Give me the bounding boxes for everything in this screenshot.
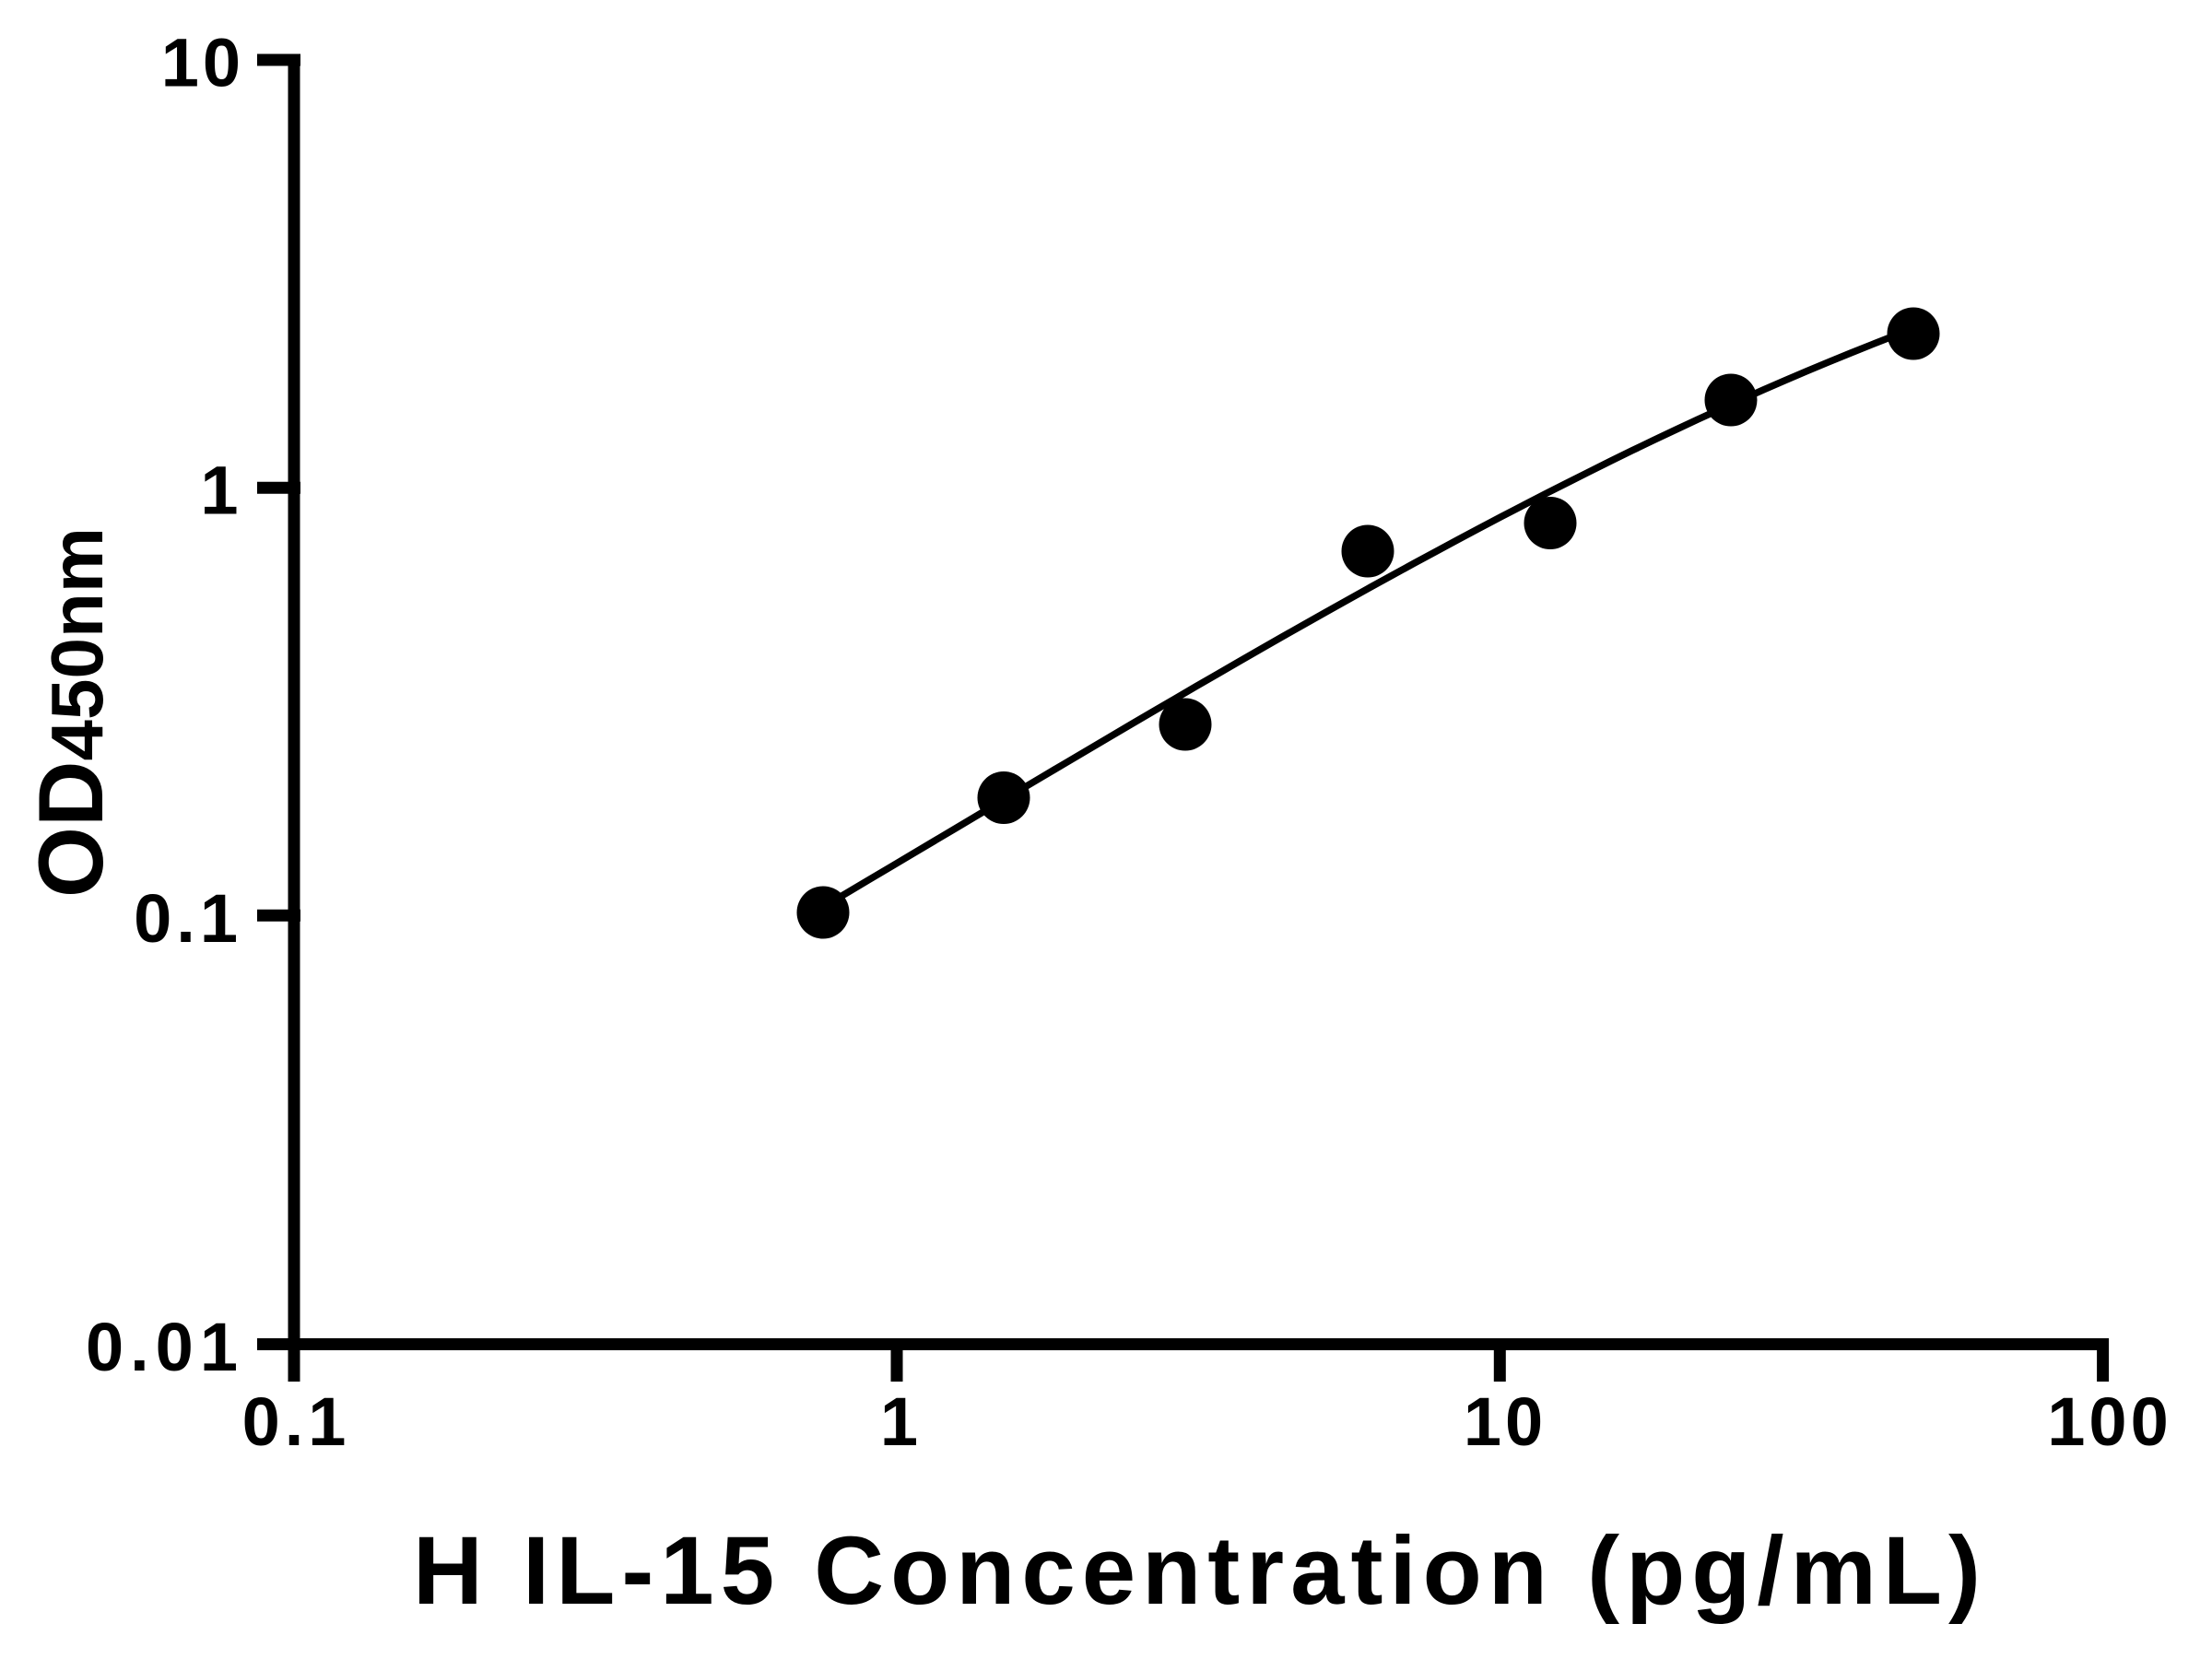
svg-text:0.01: 0.01 xyxy=(86,1309,244,1385)
svg-text:H IL-15 Concentration (pg/mL): H IL-15 Concentration (pg/mL) xyxy=(413,1517,1987,1625)
svg-text:100: 100 xyxy=(2047,1383,2171,1460)
svg-text:0.1: 0.1 xyxy=(242,1383,351,1460)
svg-text:10: 10 xyxy=(1464,1383,1547,1460)
svg-text:1: 1 xyxy=(880,1383,918,1460)
svg-text:0.1: 0.1 xyxy=(134,880,242,957)
svg-text:OD450nm: OD450nm xyxy=(19,527,122,898)
svg-text:1: 1 xyxy=(200,453,238,529)
svg-text:10: 10 xyxy=(161,25,244,101)
